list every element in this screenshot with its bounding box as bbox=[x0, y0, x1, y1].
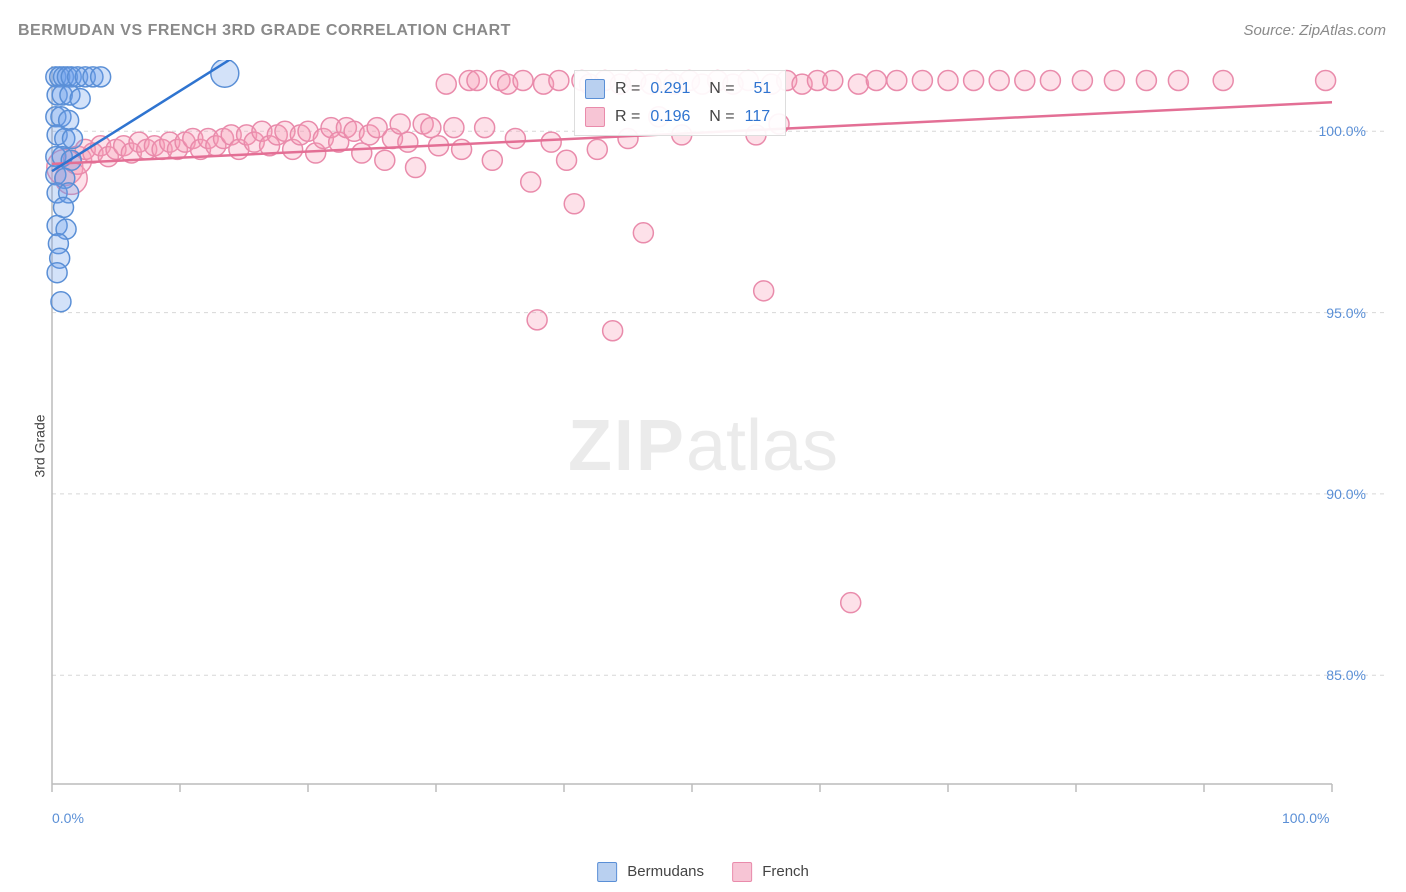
x-tick-label: 100.0% bbox=[1282, 810, 1329, 826]
stats-n-value-french: 117 bbox=[745, 103, 771, 131]
scatter-plot: 85.0% 90.0% 95.0% 100.0% 0.0% 100.0% bbox=[42, 60, 1386, 830]
stats-n-value-bermudans: 51 bbox=[745, 75, 772, 103]
legend: Bermudans French bbox=[597, 862, 809, 882]
y-tick-label: 90.0% bbox=[1326, 486, 1366, 502]
stats-r-label: R = bbox=[615, 103, 640, 131]
legend-item-bermudans: Bermudans bbox=[597, 862, 704, 882]
stats-n-label: N = bbox=[700, 75, 734, 103]
legend-label-bermudans: Bermudans bbox=[627, 863, 704, 880]
plot-svg bbox=[42, 60, 1386, 830]
legend-item-french: French bbox=[732, 862, 809, 882]
stats-row-bermudans: R = 0.291 N = 51 bbox=[585, 75, 771, 103]
legend-swatch-french-icon bbox=[732, 862, 752, 882]
stats-r-value-french: 0.196 bbox=[650, 103, 690, 131]
stats-n-label: N = bbox=[700, 103, 734, 131]
swatch-bermudans-icon bbox=[585, 79, 605, 99]
y-tick-label: 100.0% bbox=[1319, 123, 1366, 139]
y-tick-label: 95.0% bbox=[1326, 305, 1366, 321]
stats-row-french: R = 0.196 N = 117 bbox=[585, 103, 771, 131]
stats-r-value-bermudans: 0.291 bbox=[650, 75, 690, 103]
chart-title: BERMUDAN VS FRENCH 3RD GRADE CORRELATION… bbox=[18, 22, 511, 40]
y-tick-label: 85.0% bbox=[1326, 667, 1366, 683]
legend-label-french: French bbox=[762, 863, 809, 880]
stats-r-label: R = bbox=[615, 75, 640, 103]
legend-swatch-bermudans-icon bbox=[597, 862, 617, 882]
x-tick-label: 0.0% bbox=[52, 810, 84, 826]
swatch-french-icon bbox=[585, 107, 605, 127]
correlation-stats-box: R = 0.291 N = 51 R = 0.196 N = 117 bbox=[574, 70, 786, 136]
source-attribution: Source: ZipAtlas.com bbox=[1243, 22, 1386, 39]
